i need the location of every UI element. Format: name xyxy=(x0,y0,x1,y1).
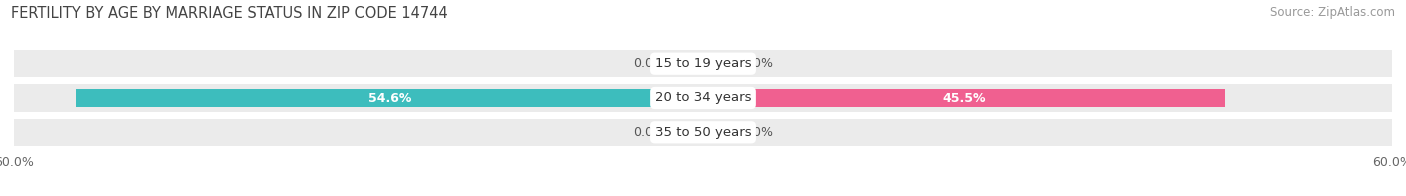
Bar xyxy=(14,119,1392,146)
Text: 15 to 19 years: 15 to 19 years xyxy=(655,57,751,70)
Bar xyxy=(14,50,1392,77)
Text: 0.0%: 0.0% xyxy=(633,57,665,70)
Text: 20 to 34 years: 20 to 34 years xyxy=(655,92,751,104)
Text: 0.0%: 0.0% xyxy=(633,126,665,139)
Text: 35 to 50 years: 35 to 50 years xyxy=(655,126,751,139)
Bar xyxy=(703,123,738,141)
Bar xyxy=(703,55,738,73)
Bar xyxy=(76,89,703,107)
Bar xyxy=(669,123,703,141)
Bar xyxy=(703,89,1226,107)
Bar xyxy=(14,84,1392,112)
Bar xyxy=(669,55,703,73)
Text: 0.0%: 0.0% xyxy=(741,126,773,139)
Text: 0.0%: 0.0% xyxy=(741,57,773,70)
Text: 45.5%: 45.5% xyxy=(942,92,986,104)
Text: FERTILITY BY AGE BY MARRIAGE STATUS IN ZIP CODE 14744: FERTILITY BY AGE BY MARRIAGE STATUS IN Z… xyxy=(11,6,449,21)
Text: Source: ZipAtlas.com: Source: ZipAtlas.com xyxy=(1270,6,1395,19)
Text: 54.6%: 54.6% xyxy=(368,92,411,104)
